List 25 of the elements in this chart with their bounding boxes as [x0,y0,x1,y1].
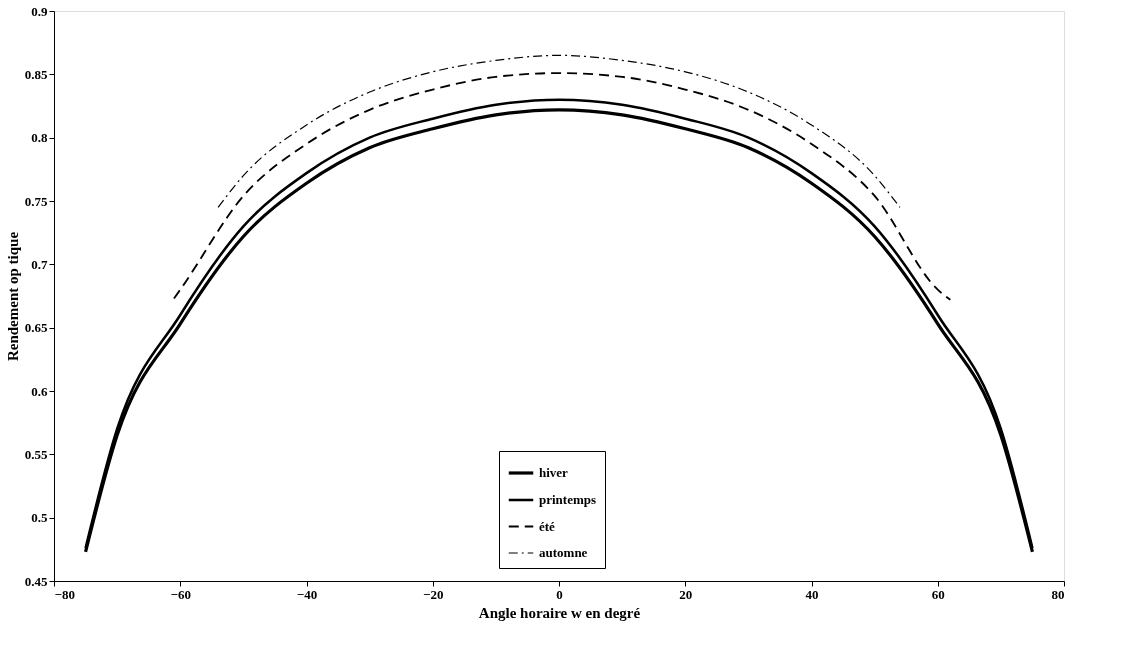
y-tick-label: 0.65 [24,320,48,336]
x-tick-label: 20 [679,586,693,602]
y-tick-label: 0.9 [31,3,48,19]
x-tick-label: −60 [170,586,191,602]
y-tick-label: 0.6 [31,383,48,399]
x-tick-label: 0 [556,586,563,602]
y-tick-label: 0.5 [31,510,48,526]
legend-label: été [539,518,556,534]
x-axis-title: Angle horaire w en degré [478,604,641,621]
y-tick-label: 0.7 [31,256,48,272]
legend-label: automne [539,545,588,560]
y-tick-label: 0.75 [24,193,48,209]
y-axis-title: Rendement op tique [4,231,21,362]
x-tick-label: 60 [931,586,945,602]
x-tick-label: −40 [296,586,318,602]
y-tick-label: 0.85 [24,66,48,82]
x-tick-label: 40 [805,586,819,602]
legend-label: hiver [539,465,569,480]
x-tick-label: 80 [1051,586,1065,602]
legend-label: printemps [539,492,597,507]
y-tick-label: 0.45 [24,573,48,589]
y-tick-label: 0.55 [24,446,48,462]
x-tick-label: −80 [54,586,75,602]
x-tick-label: −20 [423,586,444,602]
y-tick-label: 0.8 [31,130,48,146]
